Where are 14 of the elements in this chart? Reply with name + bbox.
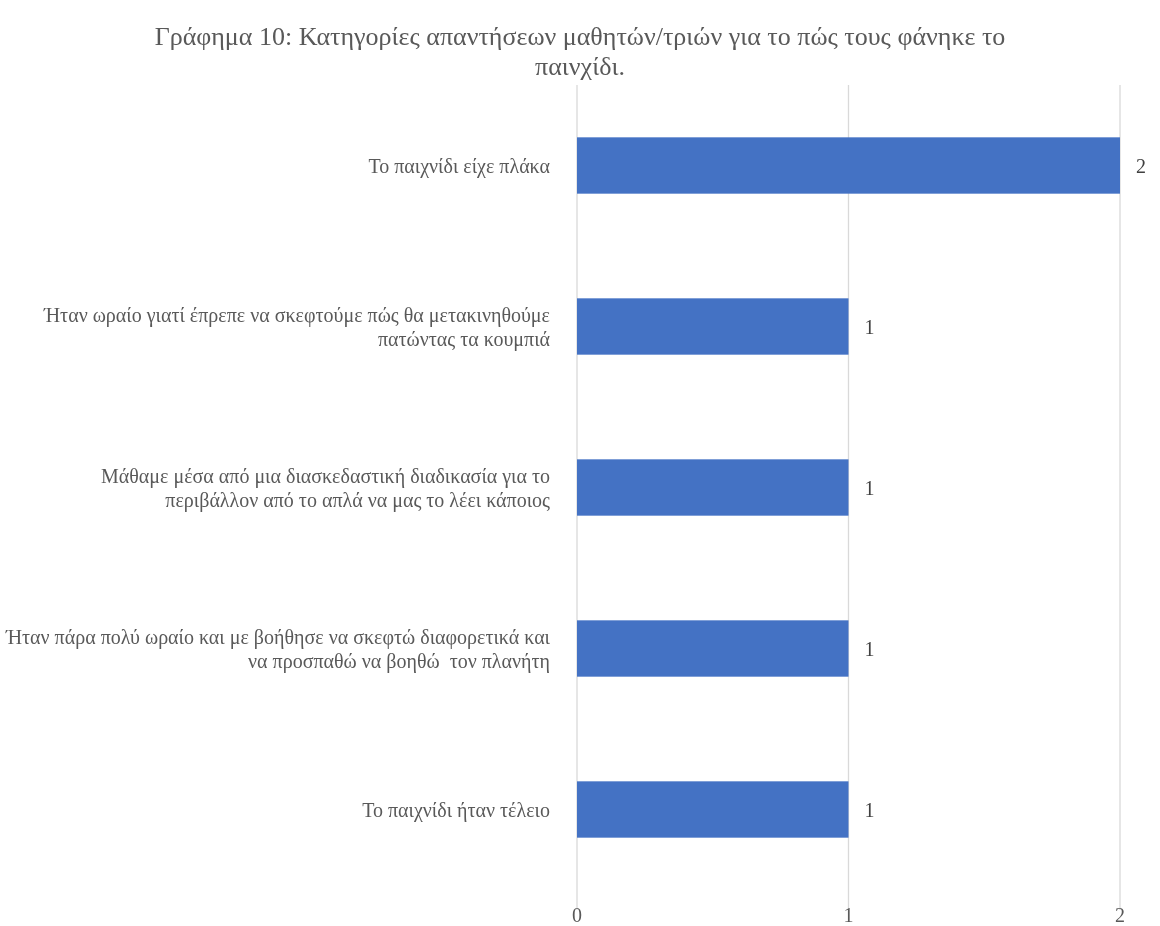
data-label: 1 xyxy=(864,315,875,338)
data-label: 2 xyxy=(1136,154,1146,177)
x-tick-label: 1 xyxy=(843,904,854,926)
y-tick-label: Το παιχνίδι είχε πλάκα xyxy=(368,154,551,178)
y-tick-label: Ήταν πάρα πολύ ωραίο και με βοήθησε να σκεφτώ διαφορετικά και να προσπαθώ να βοηθώ τον πλανήτη xyxy=(4,625,551,673)
chart-title: Γράφημα 10: Κατηγορίες απαντήσεων μαθητών/τριών για το πώς τους φάνηκε το παινχίδι. xyxy=(154,22,1006,81)
data-label: 1 xyxy=(864,637,875,660)
data-label: 1 xyxy=(864,476,875,499)
x-tick-label: 0 xyxy=(572,904,582,926)
x-tick-label: 2 xyxy=(1115,904,1125,926)
y-tick-label: Μάθαμε μέσα από μια διασκεδαστική διαδικασία για το περιβάλλον από το απλά να μας το λέει κάποιος xyxy=(100,464,551,512)
y-tick-label: Ήταν ωραίο γιατί έπρεπε να σκεφτούμε πώς θα μετακινηθούμε πατώντας τα κουμπιά xyxy=(42,303,551,351)
y-tick-label: Το παιχνίδι ήταν τέλειο xyxy=(362,798,550,822)
data-label: 1 xyxy=(864,798,875,821)
